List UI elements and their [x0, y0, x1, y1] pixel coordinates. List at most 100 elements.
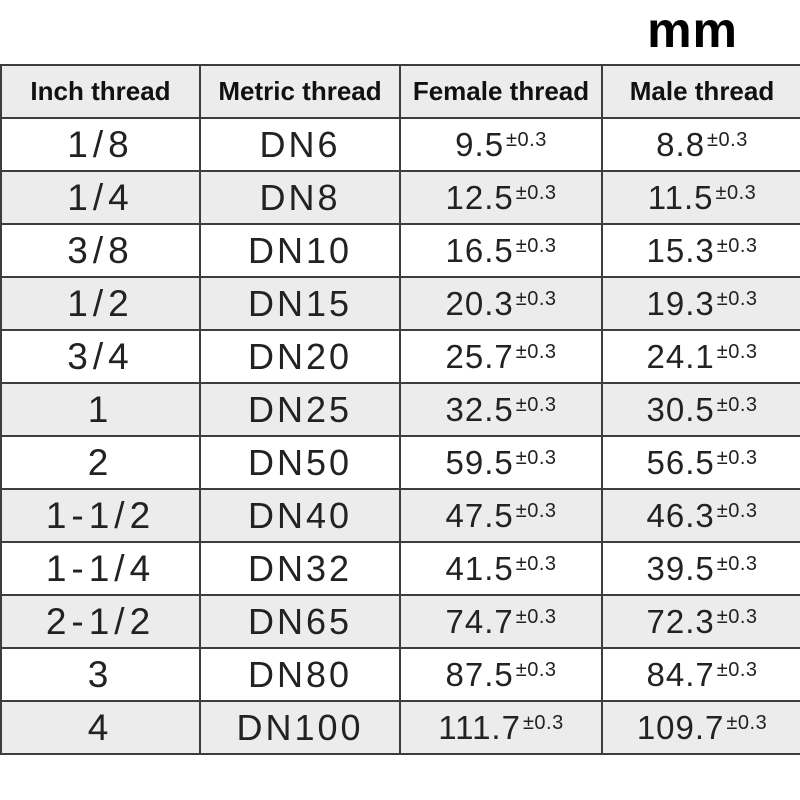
tolerance-superscript: ±0.3: [716, 393, 758, 416]
tolerance-superscript: ±0.3: [707, 128, 748, 151]
female-value: 12.5: [445, 178, 514, 216]
male-value: 11.5: [647, 178, 714, 216]
cell-male: 72.3 ±0.3: [601, 594, 800, 649]
tolerance-superscript: ±0.3: [515, 181, 557, 204]
table-header: Inch thread Metric thread Female thread …: [0, 64, 800, 119]
female-value: 74.7: [445, 602, 514, 640]
cell-male: 19.3 ±0.3: [601, 276, 800, 331]
cell-inch: 1-1/2: [0, 488, 201, 543]
table-row: 2-1/2 DN65 74.7 ±0.3 72.3 ±0.3: [0, 594, 800, 649]
cell-female: 25.7 ±0.3: [399, 329, 603, 384]
cell-inch: 1/8: [0, 117, 201, 172]
male-value: 72.3: [646, 602, 715, 640]
tolerance-superscript: ±0.3: [515, 499, 557, 522]
column-header-metric-thread: Metric thread: [199, 64, 401, 119]
table-row: 1/4 DN8 12.5 ±0.3 11.5 ±0.3: [0, 170, 800, 225]
table-row: 3/4 DN20 25.7 ±0.3 24.1 ±0.3: [0, 329, 800, 384]
cell-inch: 3: [0, 647, 201, 702]
cell-female: 41.5 ±0.3: [399, 541, 603, 596]
tolerance-superscript: ±0.3: [515, 234, 557, 257]
cell-male: 109.7 ±0.3: [601, 700, 800, 755]
cell-male: 56.5 ±0.3: [601, 435, 800, 490]
cell-metric: DN65: [199, 594, 401, 649]
table-row: 1 DN25 32.5 ±0.3 30.5 ±0.3: [0, 382, 800, 437]
male-value: 39.5: [646, 549, 715, 587]
female-value: 87.5: [445, 655, 514, 693]
column-header-male-thread: Male thread: [601, 64, 800, 119]
cell-metric: DN15: [199, 276, 401, 331]
unit-label: mm: [647, 2, 738, 58]
thread-size-table: Inch thread Metric thread Female thread …: [0, 64, 800, 755]
cell-metric: DN20: [199, 329, 401, 384]
table-row: 3 DN80 87.5 ±0.3 84.7 ±0.3: [0, 647, 800, 702]
cell-inch: 1/2: [0, 276, 201, 331]
cell-female: 74.7 ±0.3: [399, 594, 603, 649]
table-body: 1/8 DN6 9.5 ±0.3 8.8 ±0.3 1/4 DN8 12.5 ±0.3…: [0, 117, 800, 755]
female-value: 9.5: [455, 125, 505, 163]
cell-male: 8.8 ±0.3: [601, 117, 800, 172]
tolerance-superscript: ±0.3: [515, 287, 557, 310]
male-value: 15.3: [646, 231, 715, 269]
male-value: 8.8: [656, 125, 706, 163]
cell-female: 12.5 ±0.3: [399, 170, 603, 225]
cell-metric: DN100: [199, 700, 401, 755]
table-row: 4 DN100 111.7 ±0.3 109.7 ±0.3: [0, 700, 800, 755]
cell-inch: 2-1/2: [0, 594, 201, 649]
tolerance-superscript: ±0.3: [515, 393, 557, 416]
male-value: 46.3: [646, 496, 715, 534]
table-row: 3/8 DN10 16.5 ±0.3 15.3 ±0.3: [0, 223, 800, 278]
tolerance-superscript: ±0.3: [716, 658, 758, 681]
tolerance-superscript: ±0.3: [715, 181, 757, 204]
cell-male: 46.3 ±0.3: [601, 488, 800, 543]
male-value: 56.5: [646, 443, 715, 481]
female-value: 59.5: [445, 443, 514, 481]
cell-metric: DN50: [199, 435, 401, 490]
tolerance-superscript: ±0.3: [716, 499, 758, 522]
table-row: 1-1/2 DN40 47.5 ±0.3 46.3 ±0.3: [0, 488, 800, 543]
tolerance-superscript: ±0.3: [716, 234, 758, 257]
cell-male: 39.5 ±0.3: [601, 541, 800, 596]
male-value: 19.3: [646, 284, 715, 322]
cell-female: 20.3 ±0.3: [399, 276, 603, 331]
cell-male: 30.5 ±0.3: [601, 382, 800, 437]
tolerance-superscript: ±0.3: [515, 446, 557, 469]
tolerance-superscript: ±0.3: [515, 552, 557, 575]
cell-metric: DN32: [199, 541, 401, 596]
table-row: 1-1/4 DN32 41.5 ±0.3 39.5 ±0.3: [0, 541, 800, 596]
cell-female: 9.5 ±0.3: [399, 117, 603, 172]
tolerance-superscript: ±0.3: [522, 711, 564, 734]
cell-inch: 2: [0, 435, 201, 490]
male-value: 109.7: [636, 708, 725, 746]
cell-metric: DN6: [199, 117, 401, 172]
female-value: 20.3: [445, 284, 514, 322]
male-value: 84.7: [646, 655, 715, 693]
column-header-female-thread: Female thread: [399, 64, 603, 119]
tolerance-superscript: ±0.3: [726, 711, 768, 734]
tolerance-superscript: ±0.3: [716, 287, 758, 310]
female-value: 111.7: [438, 708, 521, 746]
cell-inch: 4: [0, 700, 201, 755]
cell-female: 59.5 ±0.3: [399, 435, 603, 490]
cell-metric: DN8: [199, 170, 401, 225]
table-row: 1/2 DN15 20.3 ±0.3 19.3 ±0.3: [0, 276, 800, 331]
tolerance-superscript: ±0.3: [515, 658, 557, 681]
tolerance-superscript: ±0.3: [506, 128, 547, 151]
cell-male: 11.5 ±0.3: [601, 170, 800, 225]
tolerance-superscript: ±0.3: [716, 340, 758, 363]
column-header-inch-thread: Inch thread: [0, 64, 201, 119]
cell-inch: 1-1/4: [0, 541, 201, 596]
table-row: 2 DN50 59.5 ±0.3 56.5 ±0.3: [0, 435, 800, 490]
tolerance-superscript: ±0.3: [716, 552, 758, 575]
cell-female: 47.5 ±0.3: [399, 488, 603, 543]
female-value: 16.5: [445, 231, 514, 269]
male-value: 24.1: [646, 337, 715, 375]
tolerance-superscript: ±0.3: [515, 605, 557, 628]
table-row: 1/8 DN6 9.5 ±0.3 8.8 ±0.3: [0, 117, 800, 172]
cell-female: 16.5 ±0.3: [399, 223, 603, 278]
cell-female: 87.5 ±0.3: [399, 647, 603, 702]
cell-female: 32.5 ±0.3: [399, 382, 603, 437]
female-value: 47.5: [445, 496, 514, 534]
cell-female: 111.7 ±0.3: [399, 700, 603, 755]
tolerance-superscript: ±0.3: [716, 605, 758, 628]
